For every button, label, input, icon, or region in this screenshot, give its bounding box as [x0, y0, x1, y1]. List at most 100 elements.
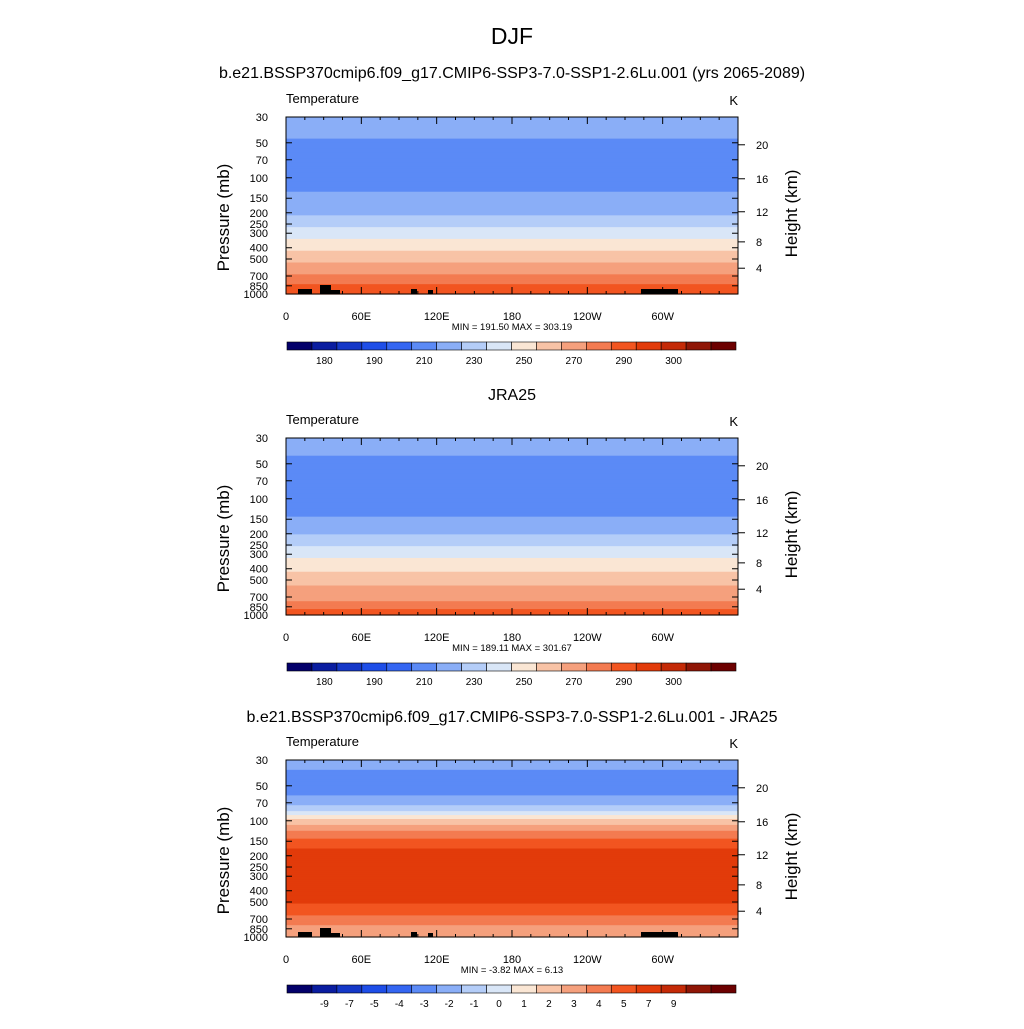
x-tick-label: 120E [424, 954, 450, 966]
y-tick-label: 150 [250, 514, 268, 526]
heatmap-band [286, 498, 738, 502]
colorbar-swatch [486, 662, 512, 672]
heatmap-band [286, 805, 738, 808]
heatmap-field [286, 438, 738, 616]
heatmap-band [286, 463, 738, 467]
colorbar-label: 300 [665, 356, 682, 367]
heatmap-band [286, 836, 738, 840]
y2-axis-title: Height (km) [782, 813, 801, 901]
colorbar-swatch [710, 984, 737, 994]
heatmap-band [286, 274, 738, 277]
heatmap-band [286, 887, 738, 891]
heatmap-band [286, 264, 738, 268]
colorbar-swatch [436, 984, 462, 994]
colorbar-swatch [436, 341, 462, 351]
x-tick-label: 180 [503, 632, 521, 644]
colorbar-label: -3 [420, 999, 429, 1010]
heatmap-band [286, 252, 738, 256]
y2-tick-label: 16 [756, 817, 768, 829]
heatmap-band [286, 516, 738, 520]
colorbar-swatch [286, 984, 313, 994]
y-tick-label: 500 [250, 254, 268, 266]
heatmap-band [286, 909, 738, 913]
heatmap-band [286, 789, 738, 793]
heatmap-band [286, 856, 738, 859]
y2-tick-label: 20 [756, 461, 768, 473]
topography-mask [320, 285, 331, 294]
colorbar-swatch [710, 662, 737, 672]
y-tick-label: 300 [250, 228, 268, 240]
variable-label: Temperature [286, 734, 359, 749]
heatmap-band [286, 272, 738, 275]
heatmap-band [286, 597, 738, 600]
heatmap-band [286, 227, 738, 230]
colorbar-swatch [561, 984, 587, 994]
heatmap-band [286, 797, 738, 800]
heatmap-band [286, 183, 738, 187]
heatmap-band [286, 557, 738, 561]
y-tick-label: 100 [250, 816, 268, 828]
heatmap-band [286, 858, 738, 861]
heatmap-band [286, 581, 738, 585]
colorbar-label: -1 [470, 999, 479, 1010]
heatmap-band [286, 783, 738, 787]
colorbar-swatch [511, 341, 537, 351]
y-axis-title: Pressure (mb) [214, 164, 233, 272]
x-tick-label: 120E [424, 311, 450, 323]
heatmap-band [286, 897, 738, 901]
colorbar-label: -9 [320, 999, 329, 1010]
topography-mask [428, 290, 433, 294]
heatmap-band [286, 238, 738, 242]
y-tick-label: 30 [256, 433, 268, 445]
heatmap-band [286, 913, 738, 916]
colorbar-swatch [411, 341, 437, 351]
x-tick-label: 60W [651, 954, 674, 966]
y-tick-label: 30 [256, 755, 268, 767]
heatmap-band [286, 520, 738, 524]
heatmap-band [286, 217, 738, 220]
y-tick-label: 700 [250, 592, 268, 604]
heatmap-band [286, 461, 738, 465]
panel-title: JRA25 [488, 387, 536, 404]
heatmap-band [286, 824, 738, 828]
heatmap-band [286, 447, 738, 451]
heatmap-band [286, 455, 738, 459]
x-tick-label: 120W [573, 632, 602, 644]
y2-axis-title: Height (km) [782, 491, 801, 579]
heatmap-band [286, 556, 738, 559]
heatmap-band [286, 793, 738, 796]
heatmap-band [286, 866, 738, 869]
heatmap-band [286, 852, 738, 855]
heatmap-band [286, 832, 738, 836]
colorbar-swatch [411, 662, 437, 672]
y2-tick-label: 12 [756, 850, 768, 862]
topography-mask [330, 933, 340, 937]
heatmap-band [286, 895, 738, 899]
heatmap-band [286, 767, 738, 771]
y-tick-label: 200 [250, 208, 268, 220]
colorbar-swatch [311, 341, 338, 351]
colorbar-swatch [461, 984, 487, 994]
y-tick-label: 50 [256, 459, 268, 471]
heatmap-band [286, 158, 738, 161]
figure-title: DJF [491, 23, 533, 49]
heatmap-band [286, 526, 738, 530]
heatmap-band [286, 164, 738, 167]
x-tick-label: 60E [352, 954, 372, 966]
heatmap-band [286, 154, 738, 157]
heatmap-band [286, 211, 738, 214]
y-tick-label: 100 [250, 173, 268, 185]
colorbar-swatch [536, 984, 562, 994]
heatmap-band [286, 899, 738, 903]
colorbar-label: 190 [366, 356, 383, 367]
heatmap-band [286, 573, 738, 577]
heatmap-band [286, 811, 738, 814]
colorbar-swatch [586, 984, 612, 994]
y-tick-label: 850 [250, 924, 268, 936]
colorbar-swatch [561, 662, 587, 672]
colorbar-swatch [660, 662, 687, 672]
colorbar-swatch [411, 984, 437, 994]
heatmap-band [286, 907, 738, 911]
colorbar-swatch [461, 341, 487, 351]
